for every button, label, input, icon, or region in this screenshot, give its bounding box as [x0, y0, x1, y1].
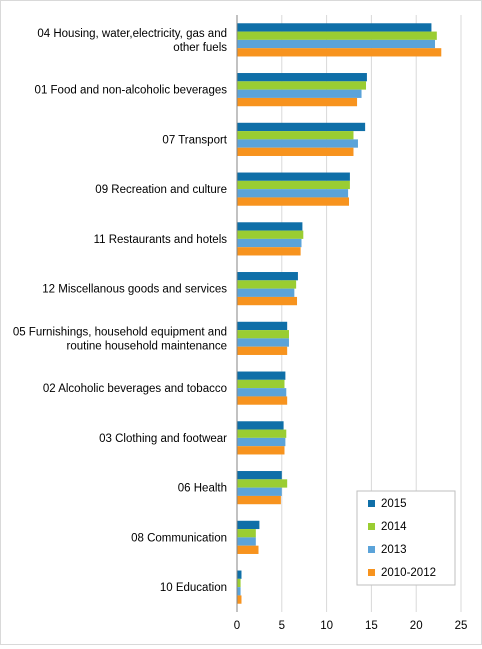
bar-2015-8	[237, 371, 286, 380]
category-label: 08 Communication	[131, 532, 227, 544]
legend-swatch-2014	[368, 523, 375, 530]
bar-2015-10	[237, 471, 282, 480]
bar-2013-11	[237, 537, 256, 546]
legend-entry-2013: 2013	[381, 544, 407, 556]
bar-2010-2012-5	[237, 247, 301, 256]
bar-2015-5	[237, 222, 303, 231]
bar-2015-11	[237, 520, 260, 530]
bar-2015-3	[237, 122, 366, 132]
bar-2015-12	[237, 570, 242, 579]
category-label: 06 Health	[178, 483, 227, 495]
bar-2010-2012-3	[237, 147, 354, 156]
category-labels: 04 Housing, water,electricity, gas and ot…	[13, 28, 228, 594]
bar-2013-6	[237, 288, 295, 297]
bar-2014-7	[237, 330, 289, 339]
category-label: 09 Recreation and culture	[95, 184, 227, 196]
bar-2013-5	[237, 238, 302, 248]
bar-2013-3	[237, 139, 358, 148]
category-label: 10 Education	[160, 582, 227, 594]
bar-2013-4	[237, 189, 349, 198]
bar-2010-2012-7	[237, 346, 288, 355]
bar-2014-8	[237, 379, 285, 389]
bar-2014-12	[237, 578, 241, 588]
category-label: 05 Furnishings, household equipment and r…	[13, 326, 227, 352]
legend-entry-2015: 2015	[381, 498, 407, 510]
bar-2015-7	[237, 321, 288, 331]
bar-2010-2012-6	[237, 296, 298, 306]
category-label: 04 Housing, water,electricity, gas and ot…	[37, 28, 227, 54]
bar-2014-11	[237, 529, 256, 538]
bar-2014-9	[237, 429, 287, 438]
category-label: 03 Clothing and footwear	[99, 433, 227, 445]
legend: 2015 2014 2013 2010-2012	[356, 490, 456, 586]
tick-label-10: 10	[320, 620, 333, 632]
bar-2010-2012-4	[237, 197, 349, 206]
bar-2013-2	[237, 89, 362, 98]
bar-2015-1	[237, 23, 432, 32]
bar-2010-2012-12	[237, 595, 242, 604]
bar-2015-9	[237, 421, 284, 430]
bar-2010-2012-9	[237, 446, 285, 455]
legend-swatch-2015	[368, 500, 375, 507]
bars	[237, 23, 442, 604]
bar-2010-2012-8	[237, 396, 288, 405]
tick-label-25: 25	[455, 620, 468, 632]
bar-2010-2012-10	[237, 495, 281, 505]
bar-2010-2012-1	[237, 48, 442, 57]
category-label: 12 Miscellanous goods and services	[42, 284, 227, 296]
bar-2014-5	[237, 230, 304, 239]
bar-2014-10	[237, 479, 288, 488]
bar-2014-2	[237, 81, 367, 90]
bar-2014-3	[237, 131, 354, 140]
tick-label-20: 20	[410, 620, 423, 632]
bar-2013-1	[237, 39, 436, 49]
value-axis: 0 5 10 15 20 25	[234, 15, 468, 632]
tick-label-15: 15	[365, 620, 378, 632]
legend-swatch-2013	[368, 546, 375, 553]
legend-swatch-2010-2012	[368, 569, 375, 576]
category-label: 11 Restaurants and hotels	[94, 234, 228, 246]
bar-2014-4	[237, 180, 350, 190]
bar-2014-6	[237, 280, 297, 289]
category-label: 01 Food and non-alcoholic beverages	[35, 85, 228, 97]
bar-2014-1	[237, 31, 437, 40]
legend-entry-2010-2012: 2010-2012	[381, 567, 436, 579]
category-label: 07 Transport	[162, 134, 227, 146]
bar-2013-10	[237, 487, 282, 496]
bar-2013-8	[237, 388, 287, 397]
bar-2015-4	[237, 172, 350, 181]
bar-2015-6	[237, 272, 298, 281]
bar-2013-7	[237, 338, 289, 347]
bar-2010-2012-11	[237, 545, 259, 554]
tick-label-5: 5	[279, 620, 285, 632]
bar-2013-12	[237, 587, 241, 596]
legend-entry-2014: 2014	[381, 521, 407, 533]
bar-2013-9	[237, 437, 286, 447]
bar-2010-2012-2	[237, 97, 358, 107]
bar-2015-2	[237, 73, 367, 82]
tick-label-0: 0	[234, 620, 240, 632]
category-label: 02 Alcoholic beverages and tobacco	[43, 383, 227, 395]
